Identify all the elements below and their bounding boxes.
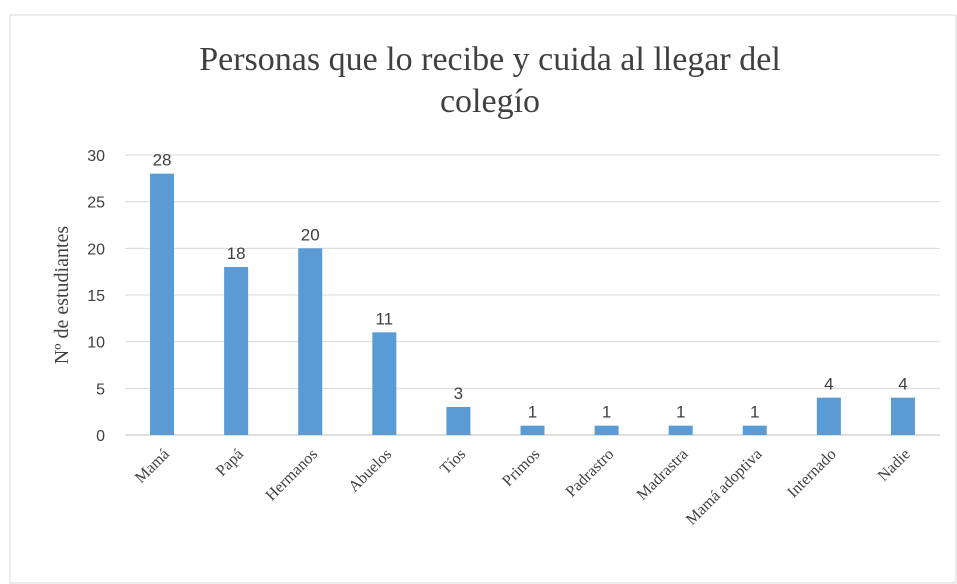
y-axis-label: Nº de estudiantes	[51, 226, 73, 365]
y-tick-label: 20	[87, 241, 105, 258]
bar	[668, 425, 693, 435]
bar	[372, 332, 397, 435]
data-label: 1	[676, 403, 685, 422]
bar	[150, 173, 175, 435]
data-label: 4	[824, 375, 833, 394]
bar	[594, 425, 619, 435]
y-tick-label: 30	[87, 148, 105, 165]
data-label: 1	[750, 403, 759, 422]
data-label: 28	[153, 151, 172, 170]
bar	[890, 397, 915, 435]
data-label: 3	[454, 384, 463, 403]
chart-title: Personas que lo recibe y cuida al llegar…	[199, 41, 781, 120]
bar	[520, 425, 545, 435]
y-tick-label: 5	[96, 381, 105, 398]
y-tick-label: 25	[87, 195, 105, 212]
bar	[816, 397, 841, 435]
data-label: 20	[301, 225, 320, 244]
data-label: 11	[375, 309, 393, 328]
data-label: 1	[602, 403, 611, 422]
bar	[298, 248, 323, 435]
bar	[224, 267, 249, 435]
y-tick-label: 15	[87, 288, 105, 305]
data-label: 1	[528, 403, 537, 422]
bar	[446, 407, 471, 435]
data-label: 4	[898, 375, 907, 394]
bar	[742, 425, 767, 435]
y-tick-label: 0	[96, 428, 105, 445]
data-label: 18	[227, 244, 246, 263]
y-tick-label: 10	[87, 335, 105, 352]
